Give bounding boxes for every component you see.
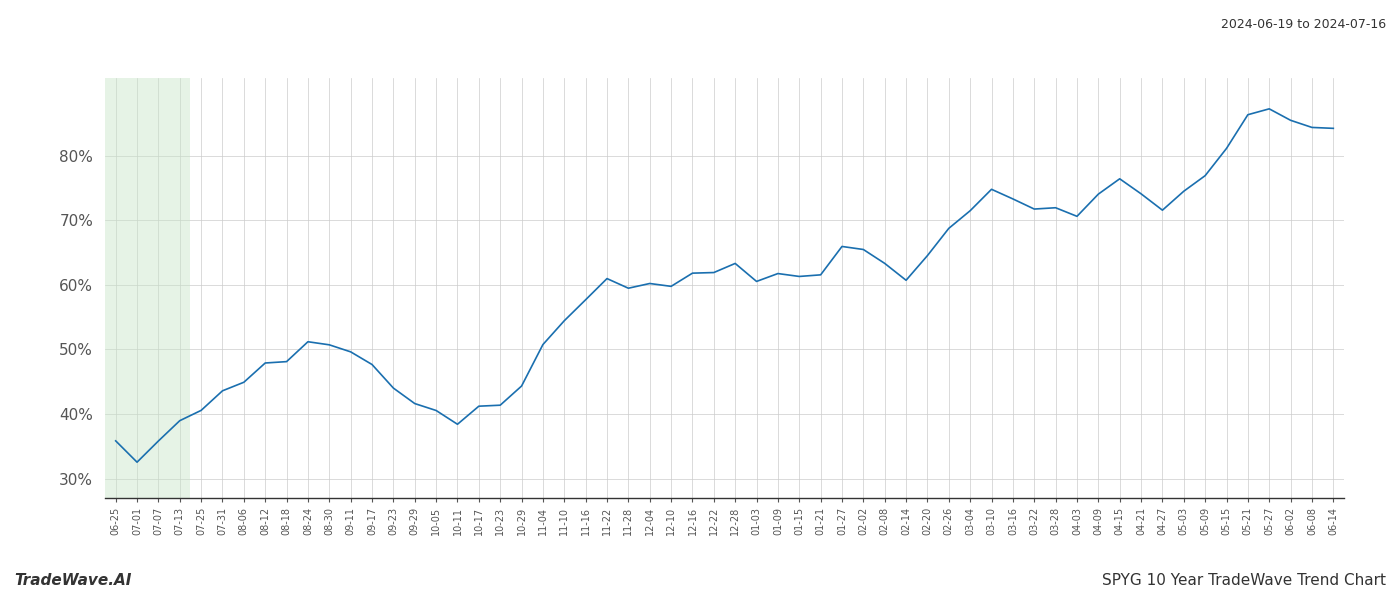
Text: TradeWave.AI: TradeWave.AI <box>14 573 132 588</box>
Text: 2024-06-19 to 2024-07-16: 2024-06-19 to 2024-07-16 <box>1221 18 1386 31</box>
Text: SPYG 10 Year TradeWave Trend Chart: SPYG 10 Year TradeWave Trend Chart <box>1102 573 1386 588</box>
Bar <box>105 78 190 498</box>
